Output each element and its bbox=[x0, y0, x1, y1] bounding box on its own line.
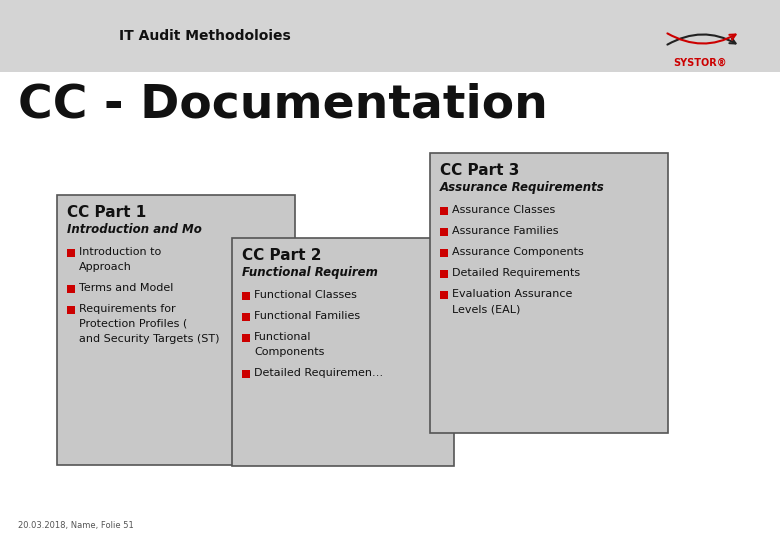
Text: Requirements for: Requirements for bbox=[79, 304, 176, 314]
Text: Components: Components bbox=[254, 347, 324, 357]
FancyBboxPatch shape bbox=[440, 249, 448, 257]
Text: Functional: Functional bbox=[254, 332, 311, 342]
Text: Terms and Model: Terms and Model bbox=[79, 283, 173, 293]
Text: Functional Families: Functional Families bbox=[254, 311, 360, 321]
FancyBboxPatch shape bbox=[440, 270, 448, 278]
Text: 20.03.2018, Name, Folie 51: 20.03.2018, Name, Folie 51 bbox=[18, 521, 133, 530]
FancyBboxPatch shape bbox=[232, 238, 454, 466]
FancyBboxPatch shape bbox=[242, 370, 250, 378]
Text: and Security Targets (ST): and Security Targets (ST) bbox=[79, 334, 219, 344]
Text: CC Part 3: CC Part 3 bbox=[440, 163, 519, 178]
Text: CC - Documentation: CC - Documentation bbox=[18, 82, 548, 127]
Text: Detailed Requiremen…: Detailed Requiremen… bbox=[254, 368, 383, 378]
Text: Introduction and Mo: Introduction and Mo bbox=[67, 223, 202, 236]
Text: CC Part 1: CC Part 1 bbox=[67, 205, 147, 220]
Text: IT Audit Methodoloies: IT Audit Methodoloies bbox=[119, 29, 291, 43]
FancyBboxPatch shape bbox=[0, 0, 780, 72]
Text: Evaluation Assurance: Evaluation Assurance bbox=[452, 289, 573, 299]
FancyBboxPatch shape bbox=[242, 313, 250, 321]
FancyBboxPatch shape bbox=[67, 249, 75, 257]
FancyBboxPatch shape bbox=[440, 291, 448, 299]
FancyBboxPatch shape bbox=[57, 195, 295, 465]
Text: Introduction to: Introduction to bbox=[79, 247, 161, 257]
FancyBboxPatch shape bbox=[440, 228, 448, 236]
FancyBboxPatch shape bbox=[430, 153, 668, 433]
Text: Assurance Components: Assurance Components bbox=[452, 247, 583, 257]
Text: Detailed Requirements: Detailed Requirements bbox=[452, 268, 580, 278]
Text: Assurance Families: Assurance Families bbox=[452, 226, 558, 236]
Text: CC Part 2: CC Part 2 bbox=[242, 248, 321, 263]
Text: Assurance Requirements: Assurance Requirements bbox=[440, 181, 604, 194]
Text: Levels (EAL): Levels (EAL) bbox=[452, 304, 520, 314]
FancyBboxPatch shape bbox=[242, 292, 250, 300]
FancyBboxPatch shape bbox=[67, 306, 75, 314]
Text: Approach: Approach bbox=[79, 262, 132, 272]
FancyBboxPatch shape bbox=[440, 207, 448, 215]
Text: SYSTOR®: SYSTOR® bbox=[673, 58, 727, 68]
FancyBboxPatch shape bbox=[242, 334, 250, 342]
Text: Assurance Classes: Assurance Classes bbox=[452, 205, 555, 215]
Text: Protection Profiles (: Protection Profiles ( bbox=[79, 319, 187, 329]
Text: Functional Requirem: Functional Requirem bbox=[242, 266, 378, 279]
Text: Functional Classes: Functional Classes bbox=[254, 290, 357, 300]
FancyBboxPatch shape bbox=[67, 285, 75, 293]
